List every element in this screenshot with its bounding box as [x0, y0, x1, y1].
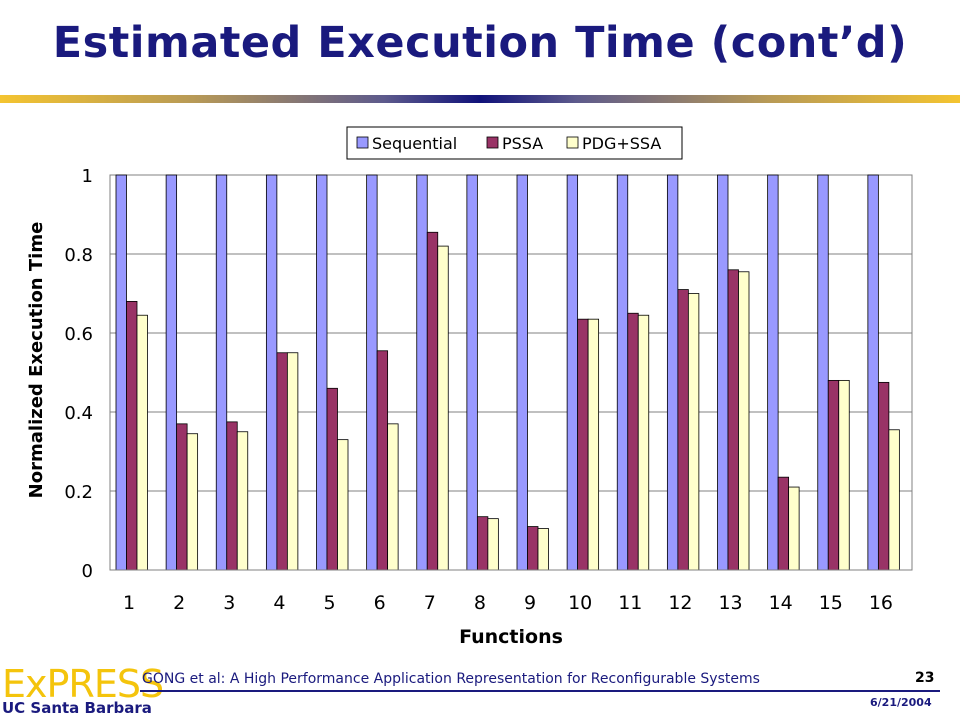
bar: [888, 429, 900, 571]
bar: [838, 379, 850, 571]
x-tick-label: 1: [123, 592, 135, 614]
slide-title: Estimated Execution Time (cont’d): [52, 18, 908, 68]
x-tick-label: 16: [869, 592, 893, 614]
bar-chart: 00.20.40.60.811 2 3 4 5 6 7 8 9 10 11 12 13 14 15 16Fun…: [26, 126, 913, 648]
bar: [387, 423, 399, 571]
bar: [115, 174, 127, 571]
bar: [426, 231, 439, 571]
bar: [316, 174, 328, 571]
x-tick-label: 13: [718, 592, 742, 614]
bar: [337, 439, 349, 571]
bar: [476, 516, 489, 571]
x-tick-label: 8: [474, 592, 486, 614]
bar: [817, 174, 829, 571]
bar: [527, 526, 539, 571]
bar: [587, 318, 600, 571]
bar: [788, 486, 800, 571]
bar: [637, 314, 650, 571]
ucsb-logo-text: UC Santa Barbara: [2, 699, 152, 717]
bar: [265, 174, 278, 571]
x-tick-label: 15: [819, 592, 843, 614]
x-tick-label: 2: [173, 592, 185, 614]
bar: [215, 174, 228, 571]
bar: [516, 174, 528, 571]
page-number: 23: [915, 670, 935, 686]
bar: [727, 269, 739, 571]
footer-citation: GONG et al: A High Performance Applicati…: [142, 671, 760, 687]
bar: [666, 174, 679, 571]
title-divider: [0, 95, 960, 103]
bar: [717, 174, 729, 571]
legend: [346, 126, 683, 160]
legend-swatch: [486, 136, 499, 149]
x-tick-label: 9: [524, 592, 536, 614]
x-tick-label: 14: [769, 592, 793, 614]
bar: [126, 300, 138, 571]
bar: [136, 314, 148, 571]
bar: [627, 312, 639, 571]
y-tick-label: 0: [82, 561, 93, 582]
bar: [466, 174, 478, 571]
bar: [366, 174, 378, 571]
y-axis-label: Normalized Execution Time: [26, 222, 47, 499]
bar: [537, 528, 549, 571]
bar: [687, 293, 700, 571]
x-axis-label: Functions: [459, 626, 563, 648]
x-tick-label: 3: [223, 592, 235, 614]
footer-divider: [140, 690, 940, 692]
y-tick-label: 0.2: [64, 482, 93, 503]
legend-label: PSSA: [502, 134, 543, 153]
legend-label: PDG+SSA: [582, 134, 661, 153]
bar: [767, 174, 779, 571]
express-logo: ExPRESS: [2, 662, 164, 706]
bar: [286, 352, 299, 571]
bar: [867, 174, 879, 571]
x-tick-label: 7: [424, 592, 436, 614]
y-tick-label: 0.4: [64, 403, 93, 424]
y-tick-label: 1: [82, 166, 93, 187]
bar: [437, 245, 449, 571]
bar: [376, 350, 389, 571]
y-tick-label: 0.8: [64, 245, 93, 266]
legend-swatch: [356, 136, 369, 149]
bar: [827, 379, 840, 571]
bar: [186, 433, 199, 571]
bar: [176, 423, 188, 571]
legend-label: Sequential: [372, 134, 457, 153]
bar: [577, 318, 589, 571]
bar: [165, 174, 178, 571]
bar: [738, 271, 750, 571]
x-tick-label: 5: [324, 592, 336, 614]
x-tick-label: 6: [374, 592, 386, 614]
footer-date: 6/21/2004: [870, 696, 932, 709]
bar: [236, 431, 249, 571]
bar: [276, 352, 288, 571]
bar: [616, 174, 629, 571]
bar: [566, 174, 579, 571]
x-tick-label: 10: [568, 592, 592, 614]
y-tick-label: 0.6: [64, 324, 93, 345]
bar: [416, 174, 428, 571]
x-tick-label: 12: [668, 592, 692, 614]
legend-swatch: [566, 136, 579, 149]
bar: [226, 421, 238, 571]
bar: [777, 476, 790, 571]
bar: [877, 381, 890, 571]
bar: [326, 387, 338, 571]
x-tick-label: 11: [618, 592, 642, 614]
x-tick-label: 4: [273, 592, 285, 614]
bar: [677, 289, 689, 571]
bar: [487, 518, 499, 571]
